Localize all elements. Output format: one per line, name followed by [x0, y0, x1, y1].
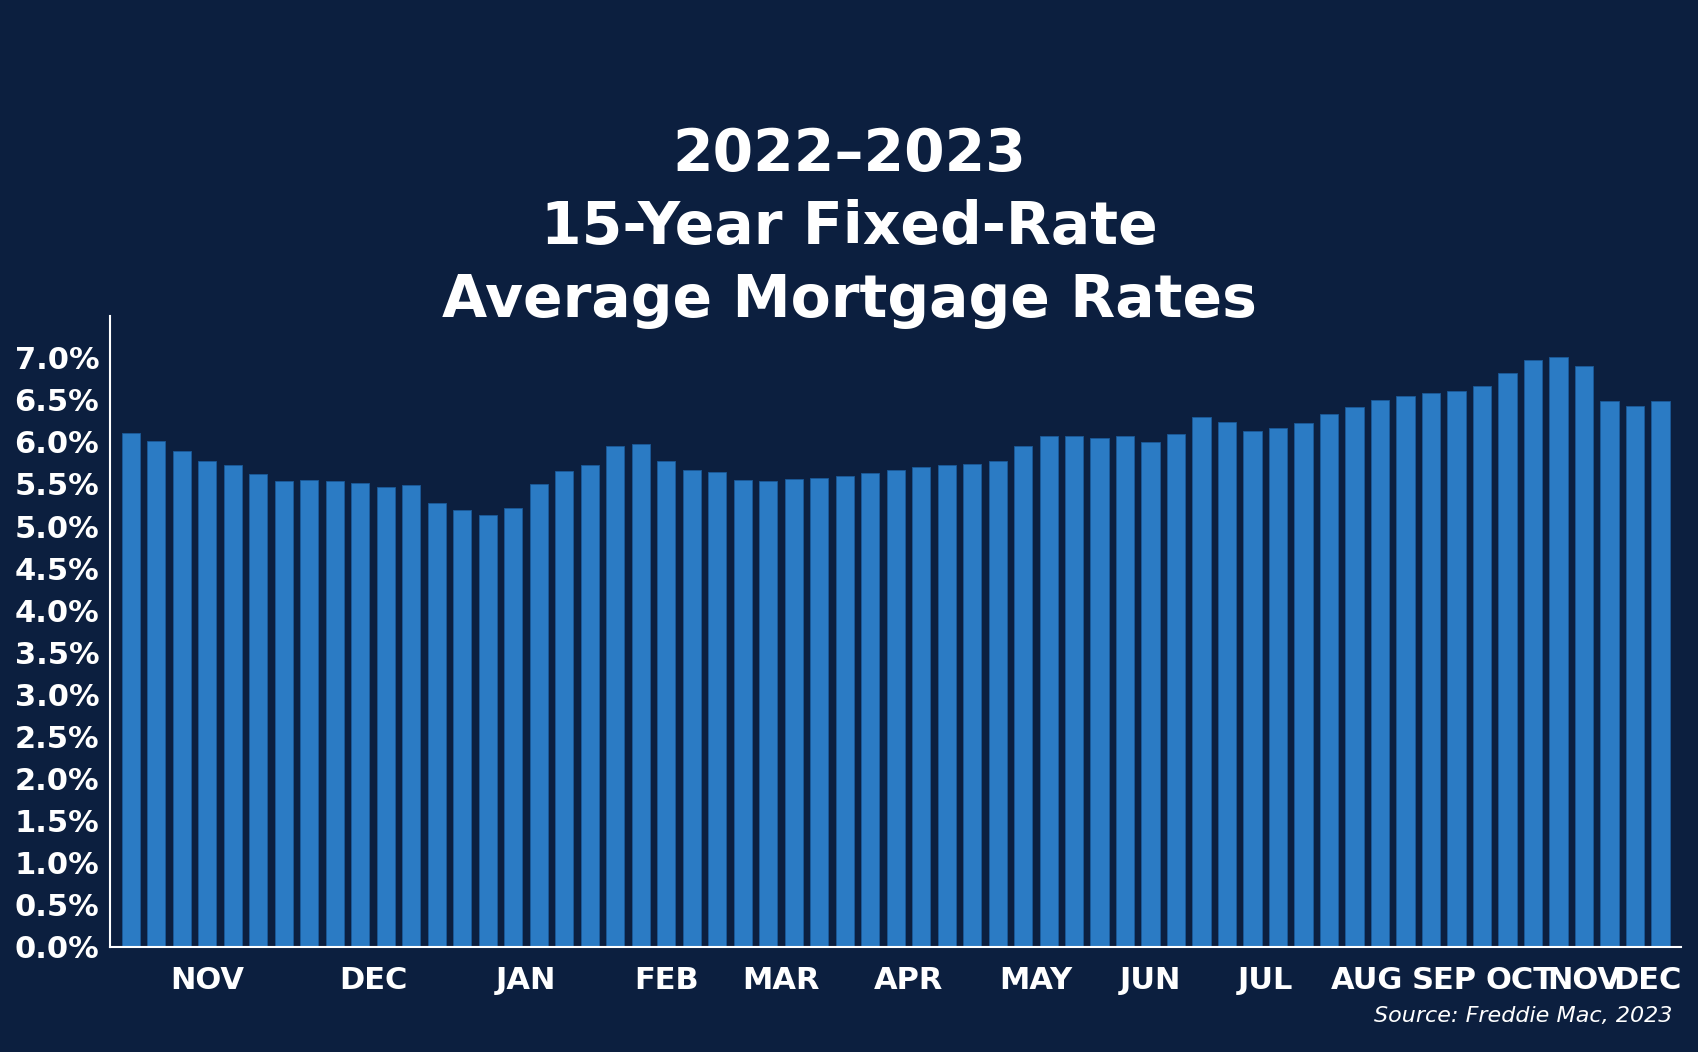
Bar — [581, 465, 599, 947]
Bar — [1472, 386, 1491, 947]
Bar — [861, 473, 880, 947]
Bar — [657, 461, 676, 947]
Bar — [402, 485, 421, 947]
Bar — [937, 465, 956, 947]
Bar — [1294, 423, 1313, 947]
Bar — [479, 515, 498, 947]
Bar — [504, 508, 523, 947]
Bar — [301, 480, 319, 947]
Bar — [1217, 422, 1236, 947]
Bar — [835, 476, 854, 947]
Bar — [1652, 401, 1669, 947]
Bar — [1627, 406, 1644, 947]
Bar — [1396, 396, 1414, 947]
Bar — [912, 467, 931, 947]
Bar — [963, 464, 981, 947]
Bar — [275, 482, 294, 947]
Bar — [377, 487, 396, 947]
Bar — [122, 433, 139, 947]
Bar — [555, 471, 574, 947]
Bar — [148, 441, 165, 947]
Bar — [1576, 366, 1593, 947]
Bar — [1141, 442, 1160, 947]
Bar — [1268, 427, 1287, 947]
Bar — [1116, 436, 1134, 947]
Text: Source: Freddie Mac, 2023: Source: Freddie Mac, 2023 — [1374, 1006, 1673, 1026]
Bar — [224, 465, 241, 947]
Bar — [1550, 357, 1567, 947]
Bar — [1447, 391, 1465, 947]
Bar — [250, 473, 268, 947]
Bar — [632, 444, 650, 947]
Bar — [1192, 417, 1211, 947]
Bar — [1065, 436, 1083, 947]
Text: 2022–2023
15-Year Fixed-Rate
Average Mortgage Rates: 2022–2023 15-Year Fixed-Rate Average Mor… — [441, 126, 1257, 328]
Bar — [708, 472, 727, 947]
Bar — [886, 469, 905, 947]
Bar — [988, 461, 1007, 947]
Bar — [1498, 372, 1516, 947]
Bar — [734, 480, 752, 947]
Bar — [759, 481, 778, 947]
Bar — [1421, 393, 1440, 947]
Bar — [326, 481, 345, 947]
Bar — [1345, 407, 1363, 947]
Bar — [1319, 414, 1338, 947]
Bar — [1039, 436, 1058, 947]
Bar — [351, 483, 370, 947]
Bar — [1167, 434, 1185, 947]
Bar — [606, 446, 625, 947]
Bar — [1243, 431, 1262, 947]
Bar — [199, 461, 216, 947]
Bar — [683, 470, 701, 947]
Bar — [784, 479, 803, 947]
Bar — [1090, 439, 1109, 947]
Bar — [1370, 400, 1389, 947]
Bar — [453, 510, 472, 947]
Bar — [173, 451, 190, 947]
Bar — [810, 478, 829, 947]
Bar — [1601, 401, 1618, 947]
Bar — [428, 503, 447, 947]
Bar — [1014, 446, 1032, 947]
Bar — [1525, 360, 1542, 947]
Bar — [530, 484, 548, 947]
